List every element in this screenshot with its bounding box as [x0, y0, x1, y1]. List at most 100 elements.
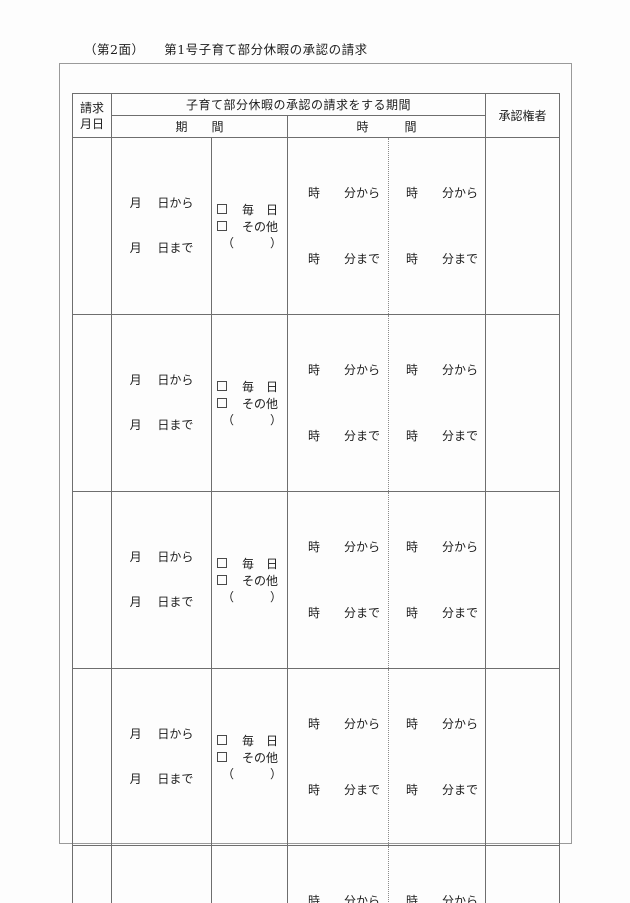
time-to-text: 時 分まで — [406, 606, 479, 620]
every-day-label: 毎 日 — [242, 556, 279, 571]
other-label: その他 — [242, 573, 279, 588]
other-blank-parens: （ ） — [222, 589, 283, 604]
time-to-text: 時 分まで — [307, 783, 380, 797]
table-header: 請求 月日 子育て部分休暇の承認の請求をする期間 承認権者 期 間 時 間 — [72, 93, 561, 138]
header-request-date-line2: 月日 — [79, 116, 104, 131]
approver-cell — [485, 314, 561, 492]
header-period-label: 期 間 — [111, 115, 288, 138]
frequency-cell: 毎 日 その他 （ ） — [211, 314, 288, 492]
time-to-text: 時 分まで — [406, 252, 479, 266]
other-checkbox-icon[interactable] — [217, 575, 227, 585]
every-day-label: 毎 日 — [242, 379, 279, 394]
time-range-2-cell: 時 分から 時 分まで — [388, 491, 487, 669]
approver-cell — [485, 845, 561, 903]
header-approver: 承認権者 — [485, 93, 561, 138]
header-period-span: 子育て部分休暇の承認の請求をする期間 — [110, 93, 487, 116]
other-blank-parens: （ ） — [222, 766, 283, 781]
request-date-cell — [72, 845, 112, 903]
every-day-checkbox-icon[interactable] — [217, 558, 227, 568]
time-from-text: 時 分から — [406, 186, 479, 200]
request-date-cell — [72, 137, 112, 315]
time-range-2-cell: 時 分から 時 分まで — [388, 668, 487, 846]
table-body: 月 日から 月 日まで 毎 日 その他 （ ） 時 分から 時 分まで 時 分 — [72, 137, 561, 903]
time-from-text: 時 分から — [307, 186, 380, 200]
other-option: その他 — [217, 395, 287, 412]
header-request-date-line1: 請求 — [79, 100, 104, 115]
time-from-text: 時 分から — [406, 717, 479, 731]
other-blank-parens: （ ） — [222, 412, 283, 427]
other-label: その他 — [242, 396, 279, 411]
other-label: その他 — [242, 219, 279, 234]
period-cell: 月 日から 月 日まで — [111, 314, 212, 492]
time-range-2-cell: 時 分から 時 分まで — [388, 137, 487, 315]
request-date-cell — [72, 668, 112, 846]
request-date-cell — [72, 314, 112, 492]
time-to-text: 時 分まで — [307, 252, 380, 266]
time-from-text: 時 分から — [307, 540, 380, 554]
time-to-text: 時 分まで — [406, 783, 479, 797]
period-from-text: 月 日から — [129, 373, 194, 387]
approver-cell — [485, 137, 561, 315]
period-to-text: 月 日まで — [129, 772, 194, 786]
time-to-text: 時 分まで — [307, 429, 380, 443]
header-time-label: 時 間 — [286, 115, 487, 138]
period-from-text: 月 日から — [129, 727, 194, 741]
time-from-text: 時 分から — [307, 894, 380, 903]
period-cell: 月 日から 月 日まで — [111, 668, 212, 846]
time-range-2-cell: 時 分から 時 分まで — [388, 314, 487, 492]
frequency-options: 毎 日 その他 （ ） — [213, 378, 287, 429]
page-title: （第2面） 第1号子育て部分休暇の承認の請求 — [84, 42, 368, 57]
frequency-cell: 毎 日 その他 （ ） — [211, 668, 288, 846]
other-checkbox-icon[interactable] — [217, 752, 227, 762]
time-range-1-cell: 時 分から 時 分まで — [287, 314, 389, 492]
time-from-text: 時 分から — [406, 363, 479, 377]
every-day-checkbox-icon[interactable] — [217, 735, 227, 745]
time-range-1-cell: 時 分から 時 分まで — [287, 491, 389, 669]
leave-request-table: 請求 月日 子育て部分休暇の承認の請求をする期間 承認権者 期 間 時 間 月 … — [72, 93, 561, 903]
table-row: 月 日から 月 日まで 毎 日 その他 （ ） 時 分から 時 分まで 時 分 — [72, 845, 561, 903]
header-request-date: 請求 月日 — [72, 93, 112, 138]
period-to-text: 月 日まで — [129, 418, 194, 432]
time-range-2-cell: 時 分から 時 分まで — [388, 845, 487, 903]
time-range-1-cell: 時 分から 時 分まで — [287, 668, 389, 846]
every-day-label: 毎 日 — [242, 202, 279, 217]
other-option: その他 — [217, 749, 287, 766]
time-from-text: 時 分から — [307, 717, 380, 731]
approver-cell — [485, 491, 561, 669]
period-cell: 月 日から 月 日まで — [111, 137, 212, 315]
approver-cell — [485, 668, 561, 846]
time-from-text: 時 分から — [406, 894, 479, 903]
other-label: その他 — [242, 750, 279, 765]
time-from-text: 時 分から — [406, 540, 479, 554]
table-row: 月 日から 月 日まで 毎 日 その他 （ ） 時 分から 時 分まで 時 分 — [72, 668, 561, 846]
every-day-option: 毎 日 — [217, 378, 287, 395]
request-date-cell — [72, 491, 112, 669]
frequency-cell: 毎 日 その他 （ ） — [211, 845, 288, 903]
period-to-text: 月 日まで — [129, 595, 194, 609]
time-from-text: 時 分から — [307, 363, 380, 377]
table-row: 月 日から 月 日まで 毎 日 その他 （ ） 時 分から 時 分まで 時 分 — [72, 137, 561, 315]
frequency-cell: 毎 日 その他 （ ） — [211, 491, 288, 669]
other-option: その他 — [217, 218, 287, 235]
other-option: その他 — [217, 572, 287, 589]
period-cell: 月 日から 月 日まで — [111, 845, 212, 903]
every-day-option: 毎 日 — [217, 555, 287, 572]
table-row: 月 日から 月 日まで 毎 日 その他 （ ） 時 分から 時 分まで 時 分 — [72, 314, 561, 492]
table-row: 月 日から 月 日まで 毎 日 その他 （ ） 時 分から 時 分まで 時 分 — [72, 491, 561, 669]
every-day-option: 毎 日 — [217, 732, 287, 749]
frequency-options: 毎 日 その他 （ ） — [213, 201, 287, 252]
every-day-checkbox-icon[interactable] — [217, 204, 227, 214]
every-day-option: 毎 日 — [217, 201, 287, 218]
every-day-checkbox-icon[interactable] — [217, 381, 227, 391]
period-from-text: 月 日から — [129, 196, 194, 210]
frequency-cell: 毎 日 その他 （ ） — [211, 137, 288, 315]
other-checkbox-icon[interactable] — [217, 398, 227, 408]
time-to-text: 時 分まで — [307, 606, 380, 620]
every-day-label: 毎 日 — [242, 733, 279, 748]
frequency-options: 毎 日 その他 （ ） — [213, 732, 287, 783]
time-range-1-cell: 時 分から 時 分まで — [287, 137, 389, 315]
frequency-options: 毎 日 その他 （ ） — [213, 555, 287, 606]
other-blank-parens: （ ） — [222, 235, 283, 250]
other-checkbox-icon[interactable] — [217, 221, 227, 231]
